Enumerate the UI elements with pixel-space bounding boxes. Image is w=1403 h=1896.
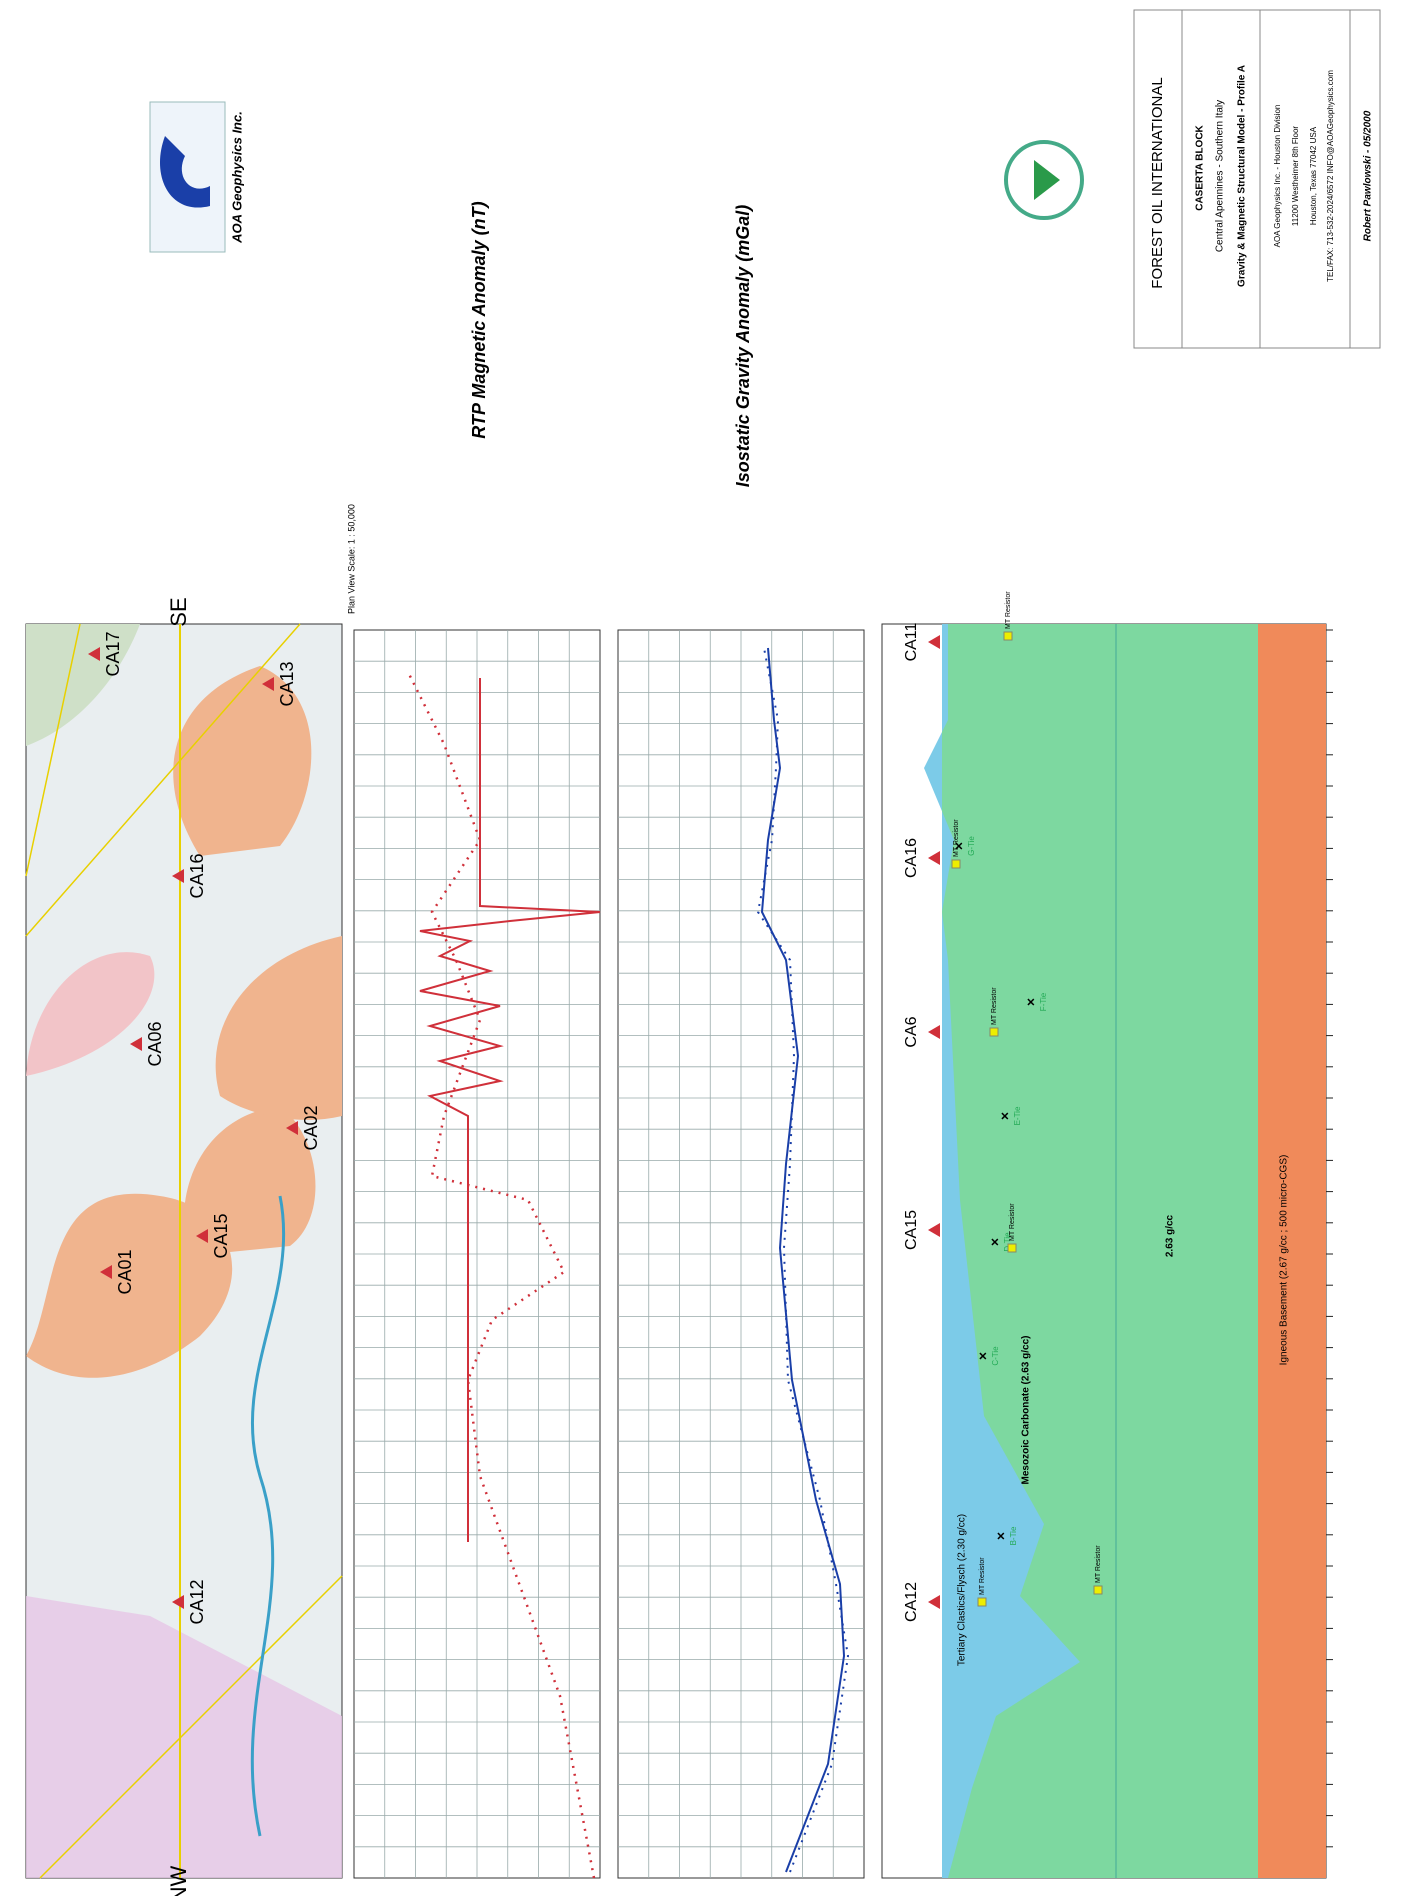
resistor-label: MT Resistor xyxy=(953,819,960,857)
station-label: CA11 xyxy=(903,622,920,661)
station-marker xyxy=(130,1037,142,1051)
station-marker xyxy=(88,647,100,661)
tie-marker: × xyxy=(993,1532,1009,1540)
city: Houston, Texas 77042 USA xyxy=(1309,126,1318,225)
logo-text: AOA Geophysics Inc. xyxy=(229,111,244,244)
station-marker xyxy=(100,1265,112,1279)
layer-label: 2.63 g/cc xyxy=(1165,1214,1176,1257)
nw-label: NW xyxy=(166,1865,191,1896)
layer-label: Igneous Basement (2.67 g/cc ; 500 micro-… xyxy=(1279,1155,1290,1366)
resistor-marker xyxy=(989,1027,999,1037)
resistor-label: MT Resistor xyxy=(1095,1545,1102,1583)
resistor-marker xyxy=(1003,631,1013,641)
street: 11200 Westheimer 8th Floor xyxy=(1291,126,1300,227)
magnetic-title: RTP Magnetic Anomaly (nT) xyxy=(469,201,489,438)
station-label: CA12 xyxy=(903,1582,920,1622)
tie-marker: × xyxy=(987,1238,1003,1246)
layer-label: Mesozoic Carbonate (2.63 g/cc) xyxy=(1021,1336,1032,1485)
tie-marker: × xyxy=(1023,998,1039,1006)
map-unit xyxy=(26,1596,342,1878)
se-label: SE xyxy=(166,597,191,626)
map-station-label: CA12 xyxy=(187,1579,207,1624)
resistor-marker xyxy=(1007,1243,1017,1253)
contact: TEL/FAX: 713-532-2024/6572 INFO@AOAGeoph… xyxy=(1326,70,1335,282)
tie-label: B-Tie xyxy=(1009,1526,1018,1545)
region: Central Apennines - Southern Italy xyxy=(1215,100,1226,252)
station-marker xyxy=(928,1025,940,1039)
tie-marker: × xyxy=(951,842,967,850)
map-unit xyxy=(26,624,140,746)
station-marker xyxy=(196,1229,208,1243)
station-marker xyxy=(928,635,940,649)
tie-label: D-Tie xyxy=(1003,1232,1012,1252)
map-unit xyxy=(215,936,342,1120)
map-station-label: CA16 xyxy=(187,853,207,898)
gravity-observed xyxy=(756,647,850,1873)
logo-box xyxy=(149,101,226,253)
map-unit xyxy=(26,952,155,1076)
resistor-marker xyxy=(977,1597,987,1607)
resistor-label: MT Resistor xyxy=(979,1557,986,1595)
logo-mark xyxy=(160,136,210,208)
station-marker xyxy=(928,851,940,865)
tie-label: G-Tie xyxy=(967,836,976,856)
map xyxy=(25,623,343,1879)
magnetic-calculated xyxy=(419,678,601,1542)
station-marker xyxy=(286,1121,298,1135)
map-line xyxy=(25,623,343,1879)
station-marker xyxy=(172,1595,184,1609)
author: Robert Pawlowski - 05/2000 xyxy=(1363,110,1374,241)
map-station-label: CA06 xyxy=(145,1021,165,1066)
flysch-layer xyxy=(924,624,1080,1878)
station-marker xyxy=(928,1595,940,1609)
gravity-title: Isostatic Gravity Anomaly (mGal) xyxy=(733,205,753,487)
title-block xyxy=(1133,9,1381,349)
gravity-calculated xyxy=(760,647,846,1873)
station-marker xyxy=(928,1223,940,1237)
map-unit xyxy=(173,666,312,856)
station-label: CA6 xyxy=(903,1016,920,1047)
river xyxy=(250,1195,286,1837)
model: Gravity & Magnetic Structural Model - Pr… xyxy=(1237,65,1248,287)
map-station-label: CA01 xyxy=(115,1249,135,1294)
resistor-marker xyxy=(951,859,961,869)
station-marker xyxy=(172,869,184,883)
station-label: CA15 xyxy=(903,1210,920,1250)
tie-marker: × xyxy=(975,1352,991,1360)
layer-label: Tertiary Clastics/Flysch (2.30 g/cc) xyxy=(957,1514,968,1666)
resistor-label: MT Resistor xyxy=(991,987,998,1025)
map-station-label: CA13 xyxy=(277,661,297,706)
tie-label: C-Tie xyxy=(991,1346,1000,1366)
scale-label: Plan View Scale: 1 : 50,000 xyxy=(346,504,356,614)
map-station-label: CA17 xyxy=(103,631,123,676)
station-label: CA16 xyxy=(903,838,920,878)
basement-layer xyxy=(1258,624,1326,1878)
resistor-marker xyxy=(1093,1585,1103,1595)
seal-mark xyxy=(1034,160,1060,200)
contractor: AOA Geophysics Inc. - Houston Division xyxy=(1273,105,1282,248)
station-marker xyxy=(262,677,274,691)
company: FOREST OIL INTERNATIONAL xyxy=(1149,77,1166,288)
block: CASERTA BLOCK xyxy=(1195,124,1206,210)
tie-marker: × xyxy=(997,1112,1013,1120)
map-station-label: CA15 xyxy=(211,1213,231,1258)
map-station-label: CA02 xyxy=(301,1105,321,1150)
resistor-label: MT Resistor xyxy=(1005,591,1012,629)
tie-label: E-Tie xyxy=(1013,1106,1022,1125)
tie-label: F-Tie xyxy=(1039,992,1048,1011)
resistor-label: MT Resistor xyxy=(1009,1203,1016,1241)
